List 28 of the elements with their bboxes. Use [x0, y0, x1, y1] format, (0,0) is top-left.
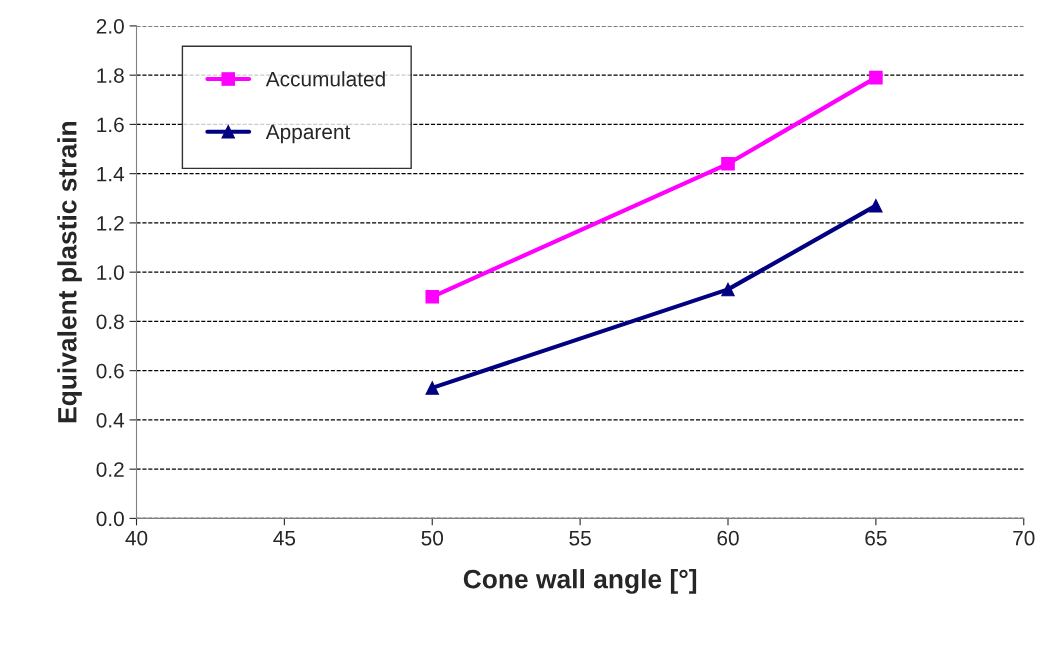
y-tick-label: 1.8: [97, 68, 124, 83]
x-tick-label: 40: [125, 530, 148, 546]
x-tick-label: 45: [273, 530, 296, 546]
point: [721, 282, 735, 297]
point: [425, 381, 440, 395]
y-tick-label: 1.4: [97, 166, 125, 182]
y-axis-title: Equivalent plastic strain: [57, 122, 82, 423]
x-tick-label: 60: [717, 530, 739, 546]
point: [721, 157, 735, 171]
x-tick-label: 70: [1013, 530, 1035, 546]
point: [425, 290, 440, 304]
point: [869, 198, 883, 213]
y-tick-label: 0.4: [96, 412, 125, 428]
x-tick-label: 55: [569, 530, 591, 546]
x-tick-label: 65: [865, 530, 887, 546]
y-tick-label: 1.2: [97, 215, 124, 231]
legend-label: Apparent: [265, 124, 351, 144]
y-tick-label: 0.2: [96, 462, 124, 477]
y-tick-label: 1.6: [97, 117, 124, 133]
y-tick-label: 1.0: [97, 265, 124, 280]
y-tick-label: 2.0: [96, 18, 124, 34]
x-tick-label: 50: [421, 530, 444, 546]
point: [869, 70, 883, 85]
y-tick-label: 0.8: [96, 314, 124, 330]
legend-label: Accumulated: [265, 71, 385, 87]
y-tick-label: 0.6: [96, 363, 124, 379]
x-axis-title: Cone wall angle [°]: [463, 569, 697, 594]
y-tick-label: 0.0: [96, 511, 124, 527]
